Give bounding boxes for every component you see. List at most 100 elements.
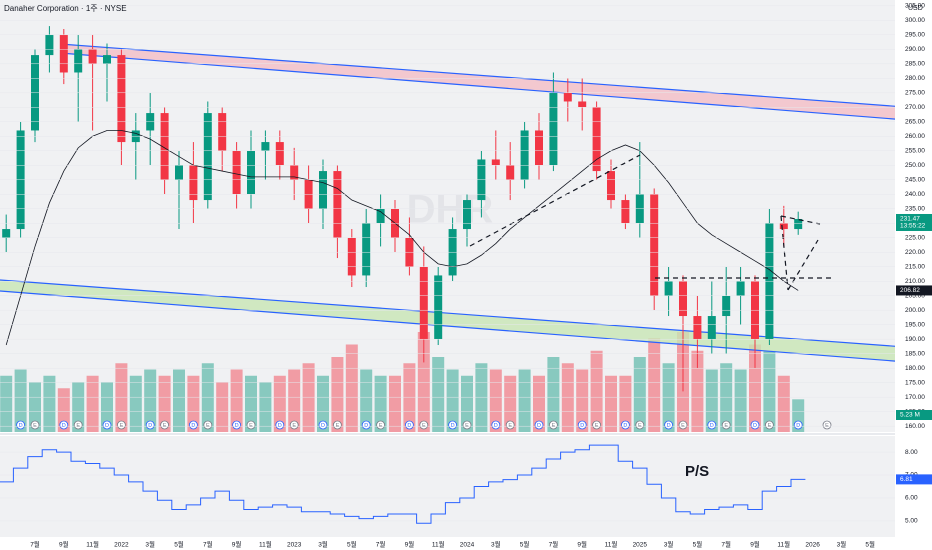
event-circle xyxy=(404,420,414,430)
event-circle xyxy=(73,420,83,430)
x-tick-label: 9월 xyxy=(577,540,587,549)
y-tick-label: 280.00 xyxy=(905,75,925,82)
candle-body xyxy=(376,208,385,224)
y-tick-label: 235.00 xyxy=(905,205,925,212)
candle-body xyxy=(247,150,255,195)
candle-body xyxy=(290,165,299,180)
volume-bar xyxy=(259,382,272,432)
event-marker: E xyxy=(160,420,170,430)
volume-bar xyxy=(14,369,27,432)
support-line xyxy=(0,279,932,350)
event-circle xyxy=(793,420,803,430)
price-pane xyxy=(0,0,895,432)
y-tick-label: 180.00 xyxy=(905,365,925,372)
x-tick-label: 9월 xyxy=(59,540,69,549)
candle-body xyxy=(607,171,615,201)
candle-body xyxy=(707,316,716,340)
x-tick-label: 5월 xyxy=(520,540,530,549)
ma-value: 206.82 xyxy=(900,287,920,294)
y-tick-label: 190.00 xyxy=(905,336,925,343)
event-circle xyxy=(678,420,688,430)
volume-bar xyxy=(461,375,473,432)
x-tick-label: 2024 xyxy=(460,542,475,549)
x-tick-label: 5월 xyxy=(174,540,184,549)
event-marker: E xyxy=(376,420,386,430)
x-tick-label: 11월 xyxy=(259,540,272,549)
y-tick-label: 265.00 xyxy=(905,118,925,125)
event-circle xyxy=(664,420,673,430)
y-tick-label: 205.00 xyxy=(905,292,925,299)
volume-bar xyxy=(101,382,113,432)
candle-body xyxy=(736,281,745,296)
countdown: 13:55:22 xyxy=(900,223,926,230)
y-tick-label: 305.00 xyxy=(905,3,925,10)
volume-bar xyxy=(619,375,632,432)
candle-body xyxy=(578,101,587,108)
y-tick-label: 255.00 xyxy=(905,147,925,154)
volume-bar xyxy=(605,375,617,432)
event-circle xyxy=(462,420,472,430)
x-tick-label: 7월 xyxy=(721,540,731,549)
candle-body xyxy=(218,113,227,151)
event-marker: E xyxy=(505,420,515,430)
x-tick-label: 11월 xyxy=(777,540,790,549)
y-tick-label: 245.00 xyxy=(905,176,925,183)
event-circle xyxy=(361,420,371,430)
event-marker: D xyxy=(361,420,371,430)
candle-body xyxy=(333,171,342,238)
resistance-band xyxy=(60,44,932,122)
candle-body xyxy=(189,165,198,201)
x-tick-label: 3월 xyxy=(837,540,847,549)
candle-body xyxy=(160,113,169,180)
event-circle xyxy=(30,420,40,430)
volume-bar xyxy=(288,369,301,432)
event-marker: E xyxy=(549,420,558,430)
event-marker: D xyxy=(59,420,69,430)
event-marker: E xyxy=(822,420,832,430)
y-tick-label: 185.00 xyxy=(905,350,925,357)
candle-body xyxy=(779,223,788,230)
y-tick-label: 210.00 xyxy=(905,278,925,285)
x-tick-label: 2026 xyxy=(805,542,820,549)
trend-drawings xyxy=(469,154,835,291)
volume-bar xyxy=(331,357,344,432)
y-tick-label: 290.00 xyxy=(905,46,925,53)
last-price: 231.47 xyxy=(900,216,920,223)
candle-body xyxy=(419,266,428,340)
volume-bar xyxy=(547,357,560,432)
event-marker: E xyxy=(30,420,40,430)
x-tick-label: 3월 xyxy=(664,540,674,549)
volume-bar xyxy=(72,382,85,432)
volume-bar xyxy=(57,388,70,432)
x-tick-label: 2023 xyxy=(287,542,302,549)
candle-body xyxy=(319,171,327,209)
volume-bar xyxy=(129,375,142,432)
y-tick-label: 225.00 xyxy=(905,234,925,241)
support-band xyxy=(0,280,932,364)
x-tick-label: 9월 xyxy=(750,540,760,549)
event-marker: D xyxy=(145,420,155,430)
y-tick-label: 215.00 xyxy=(905,263,925,270)
volume-bar xyxy=(374,375,387,432)
volume-bar xyxy=(576,369,589,432)
event-marker: D xyxy=(448,420,458,430)
pennant-line xyxy=(780,215,821,225)
y-tick-label: 250.00 xyxy=(905,162,925,169)
x-tick-label: 11월 xyxy=(605,540,618,549)
volume-bar xyxy=(446,369,459,432)
support-line xyxy=(0,290,932,365)
y-tick-label: 200.00 xyxy=(905,307,925,314)
event-marker: D xyxy=(275,420,285,430)
candle-body xyxy=(679,281,687,317)
candle-body xyxy=(203,113,212,201)
candle-body xyxy=(650,194,659,296)
volume-bar xyxy=(720,363,733,432)
volume-bar xyxy=(533,375,545,432)
event-marker: E xyxy=(678,420,688,430)
event-marker: D xyxy=(232,420,242,430)
candle-body xyxy=(232,150,241,195)
candle-body xyxy=(722,295,731,317)
event-marker: E xyxy=(246,420,256,430)
event-circle xyxy=(318,420,328,430)
event-circle xyxy=(635,420,645,430)
